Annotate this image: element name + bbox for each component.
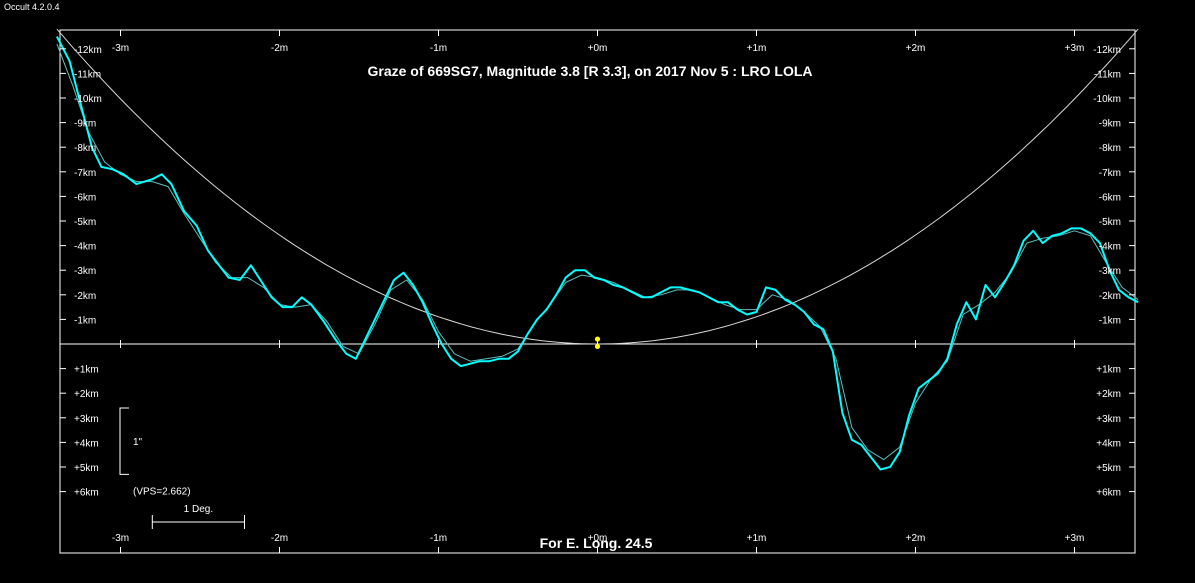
y-tick-label-right: -4km: [1099, 242, 1121, 253]
y-tick-label-right: +4km: [1096, 438, 1121, 449]
chart-title: Graze of 669SG7, Magnitude 3.8 [R 3.3], …: [368, 63, 813, 79]
y-tick-label-left: -5km: [74, 217, 96, 228]
x-tick-label-top: +3m: [1065, 43, 1085, 54]
y-tick-label-left: -10km: [74, 94, 102, 105]
vertical-scale-label: 1": [133, 437, 143, 448]
horizontal-scale-label: 1 Deg.: [184, 504, 213, 515]
x-tick-label-top: +1m: [747, 43, 767, 54]
y-tick-label-left: +3km: [74, 414, 99, 425]
y-tick-label-left: -7km: [74, 168, 96, 179]
y-tick-label-right: +5km: [1096, 463, 1121, 474]
x-tick-label-top: -1m: [430, 43, 447, 54]
y-tick-label-left: -4km: [74, 242, 96, 253]
y-tick-label-left: -6km: [74, 192, 96, 203]
y-tick-label-right: -9km: [1099, 119, 1121, 130]
y-tick-label-right: -6km: [1099, 192, 1121, 203]
y-tick-label-right: -5km: [1099, 217, 1121, 228]
y-tick-label-left: -12km: [74, 45, 102, 56]
y-tick-label-right: -8km: [1099, 143, 1121, 154]
y-tick-label-right: -3km: [1099, 266, 1121, 277]
y-tick-label-left: -8km: [74, 143, 96, 154]
y-tick-label-left: +5km: [74, 463, 99, 474]
y-tick-label-right: +6km: [1096, 488, 1121, 499]
limb-profile-series-2: [56, 36, 1139, 471]
x-tick-label-top: +2m: [906, 43, 926, 54]
x-tick-label-top: -3m: [112, 43, 129, 54]
y-tick-label-left: +1km: [74, 365, 99, 376]
x-tick-label-bottom: -1m: [430, 533, 447, 544]
x-tick-label-bottom: +0m: [588, 533, 608, 544]
horizontal-scale-bar: [151, 515, 246, 529]
y-tick-label-left: -11km: [74, 69, 101, 80]
y-tick-label-left: +6km: [74, 488, 99, 499]
vps-label: (VPS=2.662): [133, 486, 191, 497]
x-tick-label-bottom: -3m: [112, 533, 129, 544]
x-tick-label-bottom: +3m: [1065, 533, 1085, 544]
y-tick-label-right: -10km: [1093, 94, 1121, 105]
app-title: Occult 4.2.0.4: [4, 2, 60, 12]
plot-frame: [59, 29, 1136, 554]
vertical-scale-bar: [119, 407, 129, 475]
x-tick-label-bottom: -2m: [271, 533, 288, 544]
y-tick-label-right: +1km: [1096, 365, 1121, 376]
y-tick-label-right: -1km: [1099, 315, 1121, 326]
x-tick-label-bottom: +1m: [747, 533, 767, 544]
y-tick-label-left: -9km: [74, 119, 96, 130]
y-tick-label-right: -12km: [1093, 45, 1121, 56]
x-tick-label-top: -2m: [271, 43, 288, 54]
y-tick-label-left: -1km: [74, 315, 96, 326]
y-tick-label-right: -7km: [1099, 168, 1121, 179]
y-tick-label-left: -2km: [74, 291, 96, 302]
chart-footer: For E. Long. 24.5: [540, 535, 653, 551]
x-tick-label-bottom: +2m: [906, 533, 926, 544]
limb-profile-series-1: [56, 43, 1139, 461]
y-tick-label-right: +2km: [1096, 389, 1121, 400]
star-marker: [594, 343, 601, 350]
y-tick-label-left: +2km: [74, 389, 99, 400]
y-tick-label-right: +3km: [1096, 414, 1121, 425]
y-tick-label-left: -3km: [74, 266, 96, 277]
x-tick-label-top: +0m: [588, 43, 608, 54]
y-tick-label-left: +4km: [74, 438, 99, 449]
y-tick-label-right: -11km: [1094, 69, 1121, 80]
star-marker: [594, 336, 601, 342]
y-tick-label-right: -2km: [1099, 291, 1121, 302]
